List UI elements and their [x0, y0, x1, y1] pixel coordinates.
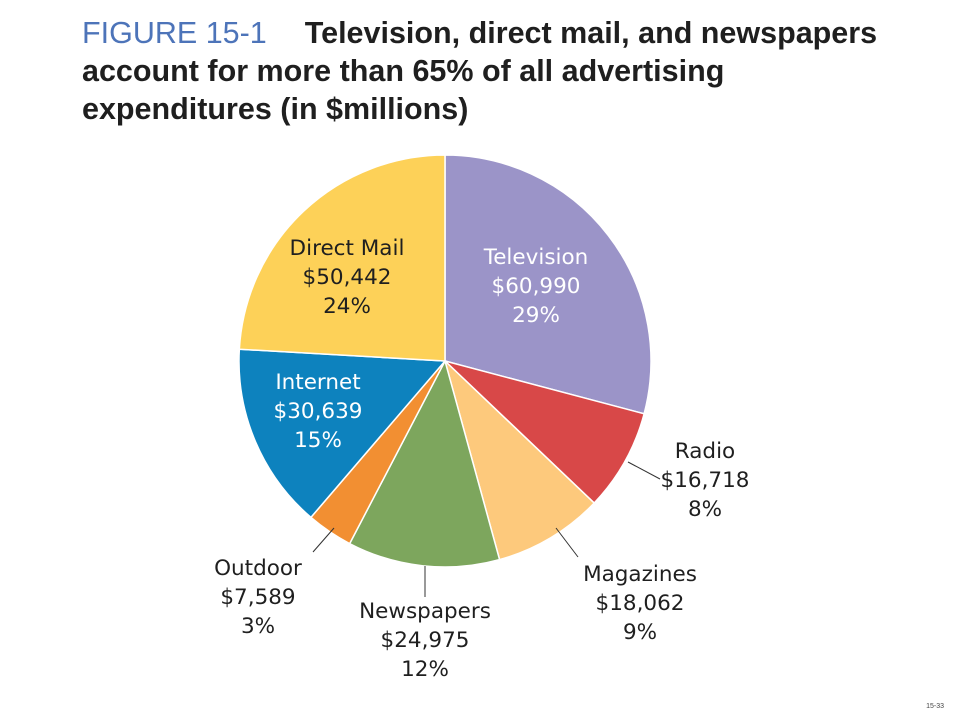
slice-value-newspapers: $24,975 — [381, 628, 470, 653]
slice-internet — [238, 348, 447, 519]
slice-label-television: Television — [483, 245, 589, 270]
slice-percent-outdoor: 3% — [241, 614, 275, 639]
slice-label-outdoor: Outdoor — [214, 556, 302, 581]
slice-radio — [444, 360, 646, 505]
slice-value-television: $60,990 — [492, 274, 581, 299]
slice-percent-radio: 8% — [688, 497, 722, 522]
slice-direct-mail — [238, 154, 446, 362]
slice-percent-internet: 15% — [294, 428, 342, 453]
leader-lines — [312, 461, 661, 597]
slice-value-direct-mail: $50,442 — [303, 265, 392, 290]
slice-value-outdoor: $7,589 — [220, 585, 295, 610]
slice-television — [444, 154, 652, 415]
figure-title: Television, direct mail, and newspapers … — [82, 16, 878, 126]
slice-percent-direct-mail: 24% — [323, 294, 371, 319]
slice-value-magazines: $18,062 — [596, 591, 685, 616]
slice-percent-television: 29% — [512, 303, 560, 328]
slice-label-magazines: Magazines — [583, 562, 697, 587]
slice-label-internet: Internet — [275, 370, 360, 395]
slide-number: 15-33 — [926, 703, 944, 710]
slice-label-radio: Radio — [675, 439, 735, 464]
figure-title-block: FIGURE 15-1 Television, direct mail, and … — [82, 14, 902, 128]
slice-percent-newspapers: 12% — [401, 657, 449, 682]
figure-label: FIGURE 15-1 — [82, 16, 267, 50]
pie-slices — [238, 154, 652, 568]
slice-label-direct-mail: Direct Mail — [290, 236, 405, 261]
slice-value-internet: $30,639 — [274, 399, 363, 424]
slice-label-newspapers: Newspapers — [359, 599, 491, 624]
slice-magazines — [443, 358, 596, 561]
leader-line-magazines — [555, 527, 579, 558]
slice-newspapers — [348, 358, 501, 568]
leader-line-radio — [627, 461, 661, 480]
slice-value-radio: $16,718 — [661, 468, 750, 493]
slice-percent-magazines: 9% — [623, 620, 657, 645]
slice-labels: Television $60,990 29% Radio $16,718 8% Magazi… — [214, 236, 749, 682]
leader-line-outdoor — [312, 527, 335, 553]
